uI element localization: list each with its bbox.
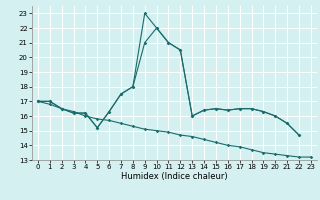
X-axis label: Humidex (Indice chaleur): Humidex (Indice chaleur) xyxy=(121,172,228,181)
